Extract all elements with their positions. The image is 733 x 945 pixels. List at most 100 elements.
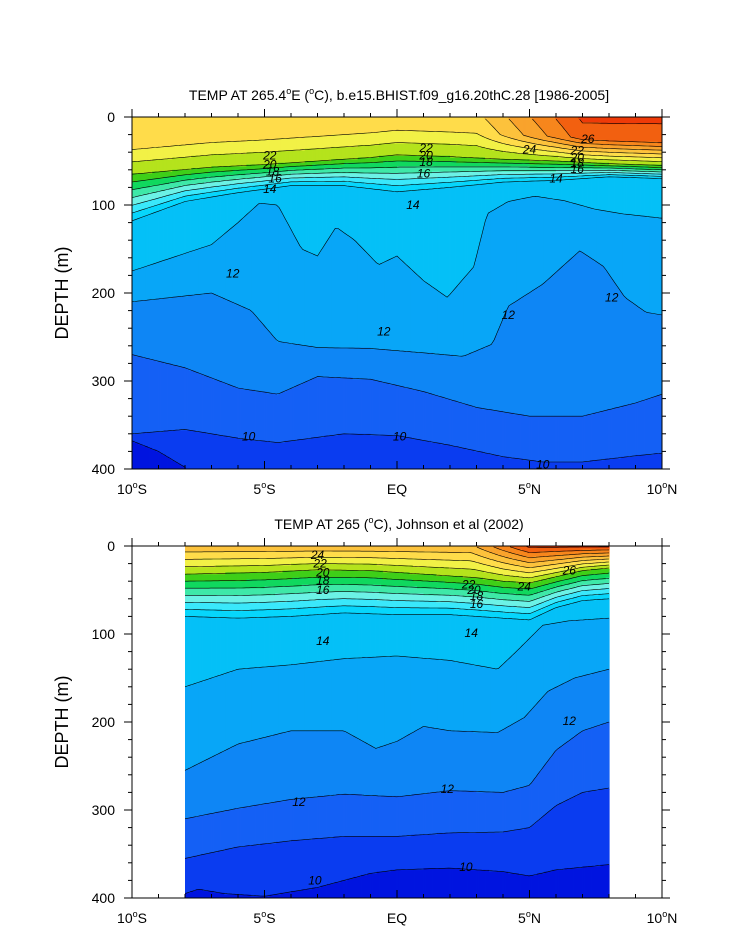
temperature-cell	[419, 178, 421, 185]
temperature-cell	[372, 189, 375, 261]
temperature-cell	[145, 117, 148, 150]
temperature-cell	[268, 168, 271, 173]
temperature-cell	[293, 150, 295, 164]
temperature-cell	[497, 117, 500, 134]
temperature-cell	[300, 169, 303, 174]
temperature-cell	[206, 182, 208, 188]
temperature-cell	[420, 166, 422, 174]
temperature-cell	[224, 382, 226, 437]
temperature-cell	[426, 282, 429, 354]
temperature-cell	[398, 173, 400, 180]
temperature-cell	[238, 141, 240, 155]
temperature-cell	[383, 435, 385, 469]
temperature-cell	[265, 440, 268, 469]
temperature-cell	[198, 143, 201, 157]
temperature-cell	[197, 189, 200, 196]
temperature-cell	[305, 176, 308, 183]
temperature-cell	[211, 171, 214, 178]
temperature-cell	[366, 183, 368, 190]
temperature-cell	[400, 117, 402, 132]
temperature-cell	[186, 430, 188, 469]
temperature-cell	[318, 136, 321, 150]
temperature-cell	[272, 180, 275, 185]
temperature-cell	[309, 117, 311, 137]
temperature-cell	[398, 178, 400, 187]
temperature-cell	[415, 439, 417, 469]
temperature-cell	[137, 433, 139, 444]
temperature-cell	[313, 148, 315, 162]
temperature-cell	[163, 430, 166, 456]
temperature-cell	[394, 185, 397, 192]
temperature-cell	[424, 173, 427, 180]
temperature-cell	[222, 141, 224, 155]
temperature-cell	[430, 442, 433, 469]
temperature-cell	[207, 176, 209, 183]
temperature-cell	[312, 161, 314, 166]
temperature-cell	[132, 270, 134, 303]
temperature-cell	[212, 187, 215, 194]
temperature-cell	[425, 131, 428, 144]
temperature-cell	[340, 176, 343, 183]
temperature-cell	[203, 432, 205, 469]
temperature-cell	[481, 451, 484, 469]
temperature-cell	[140, 187, 143, 197]
temperature-cell	[384, 261, 386, 350]
temperature-cell	[344, 173, 346, 178]
temperature-cell	[341, 433, 344, 469]
temperature-cell	[163, 146, 166, 160]
temperature-cell	[266, 189, 269, 204]
temperature-cell	[159, 210, 162, 262]
temperature-cell	[165, 196, 168, 203]
temperature-cell	[259, 391, 261, 442]
temperature-cell	[303, 169, 306, 174]
temperature-cell	[377, 168, 380, 174]
temperature-cell	[302, 138, 305, 152]
temperature-cell	[483, 157, 486, 164]
temperature-cell	[390, 259, 393, 350]
temperature-cell	[450, 187, 452, 294]
temperature-cell	[494, 178, 497, 183]
temperature-cell	[142, 300, 145, 359]
temperature-cell	[434, 155, 436, 162]
temperature-cell	[314, 161, 316, 166]
temperature-cell	[186, 169, 188, 176]
temperature-cell	[415, 178, 417, 185]
temperature-cell	[494, 141, 497, 152]
temperature-cell	[443, 182, 446, 188]
temperature-cell	[377, 264, 380, 350]
temperature-cell	[205, 375, 207, 433]
temperature-cell	[259, 203, 261, 322]
temperature-cell	[489, 212, 491, 347]
temperature-cell	[230, 153, 233, 167]
temperature-cell	[166, 430, 169, 458]
temperature-cell	[504, 178, 506, 183]
temperature-cell	[133, 433, 135, 442]
temperature-cell	[419, 189, 421, 278]
temperature-cell	[466, 185, 469, 275]
temperature-cell	[209, 168, 212, 173]
temperature-cell	[465, 403, 468, 451]
temperature-cell	[458, 402, 461, 449]
temperature-cell	[213, 117, 216, 143]
temperature-cell	[252, 208, 255, 313]
temperature-cell	[407, 173, 410, 180]
temperature-cell	[291, 178, 293, 183]
temperature-cell	[179, 157, 182, 171]
temperature-cell	[348, 433, 350, 469]
temperature-cell	[440, 293, 443, 356]
temperature-cell	[484, 118, 487, 139]
temperature-cell	[499, 117, 502, 136]
temperature-cell	[142, 432, 145, 447]
temperature-cell	[384, 131, 386, 144]
temperature-cell	[364, 183, 366, 188]
temperature-cell	[291, 117, 293, 139]
temperature-cell	[477, 451, 480, 469]
temperature-cell	[415, 143, 417, 157]
temperature-cell	[344, 168, 346, 174]
temperature-cell	[242, 117, 244, 143]
temperature-cell	[288, 178, 291, 183]
temperature-cell	[135, 117, 137, 150]
temperature-cell	[381, 435, 383, 469]
temperature-cell	[163, 259, 166, 299]
temperature-cell	[283, 391, 286, 444]
